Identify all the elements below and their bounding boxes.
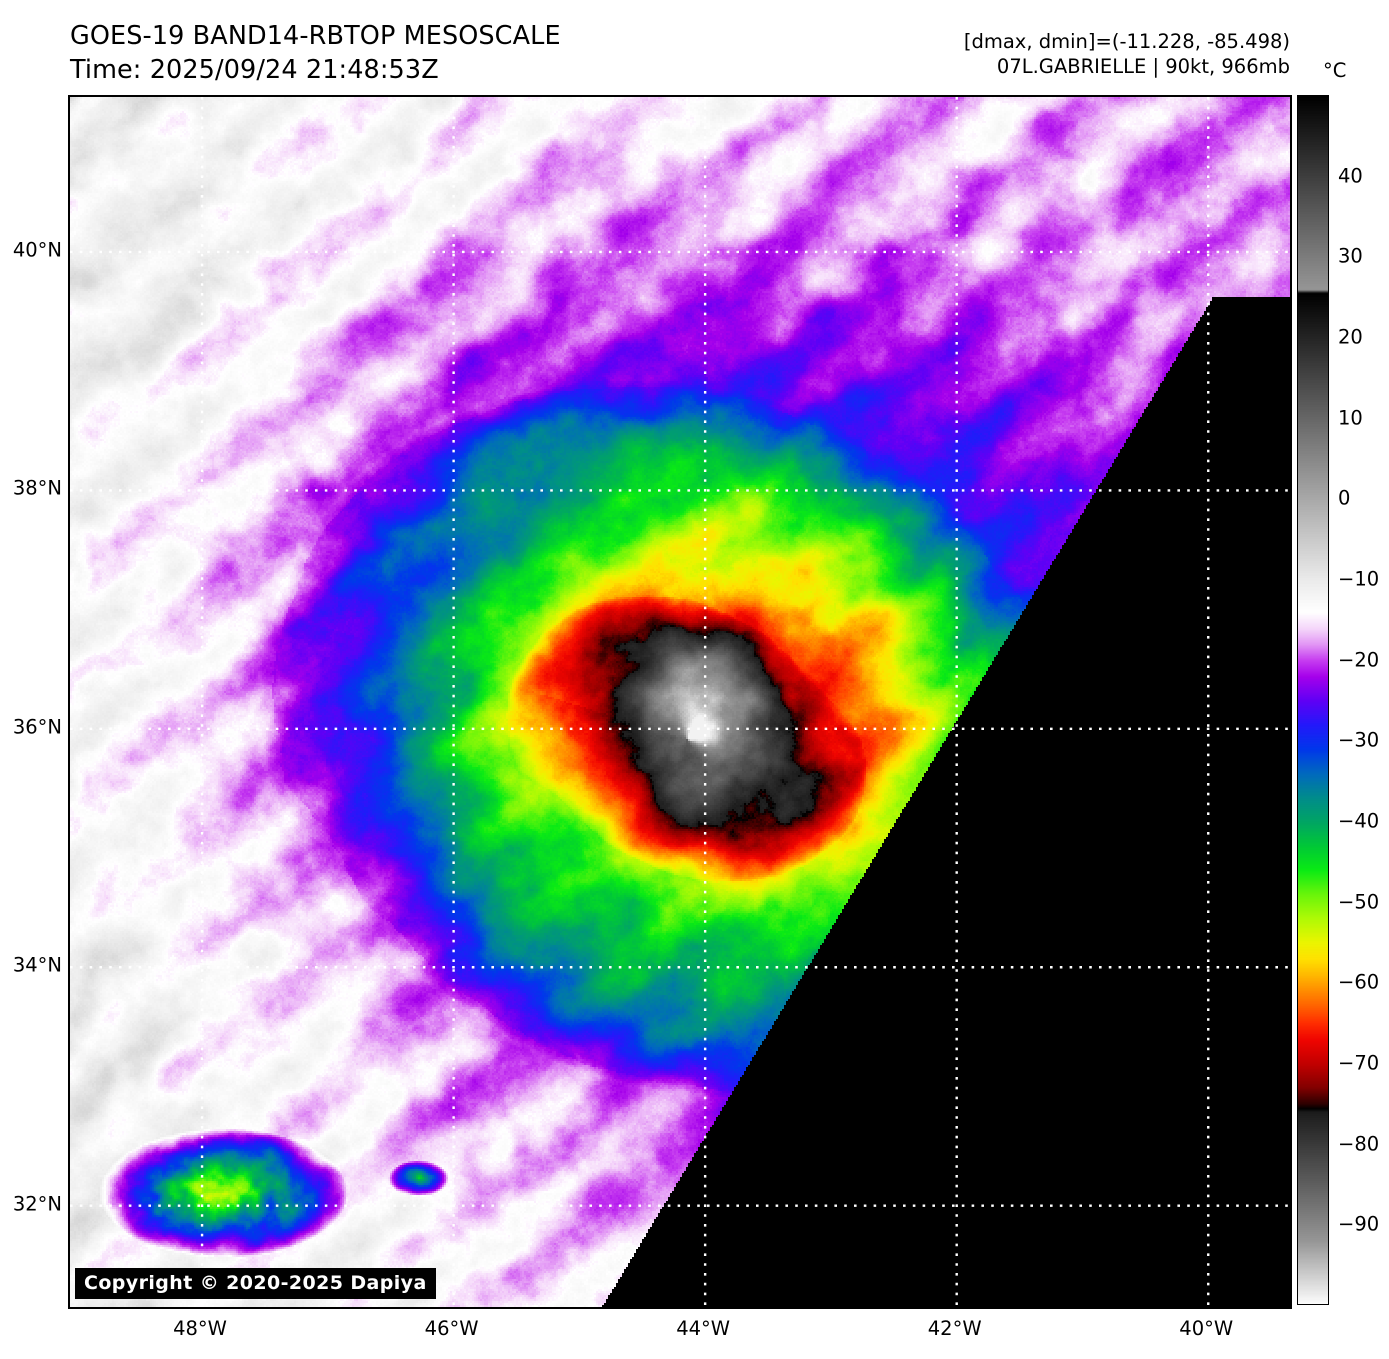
colorbar-tick-label--10: −10 [1338,567,1380,591]
page-title: GOES-19 BAND14-RBTOP MESOSCALE [70,21,561,51]
temperature-colorbar[interactable] [1297,95,1329,1305]
data-range-label: [dmax, dmin]=(-11.228, -85.498) [963,30,1290,53]
storm-info-label: 07L.GABRIELLE | 90kt, 966mb [996,55,1290,79]
colorbar-tick-label--30: −30 [1338,728,1380,752]
timestamp-label: Time: 2025/09/24 21:48:53Z [70,54,439,85]
colorbar-tick-label-10: 10 [1338,406,1363,430]
satellite-image-plot[interactable]: Copyright © 2020-2025 Dapiya [68,95,1292,1309]
colorbar-tick-label--90: −90 [1338,1212,1380,1236]
lat-tick-label-34: 34°N [12,953,62,977]
copyright-watermark: Copyright © 2020-2025 Dapiya [75,1268,436,1299]
colorbar-tick-label--20: −20 [1338,648,1380,672]
lon-tick-label-48: 48°W [173,1317,227,1340]
lat-tick-label-38: 38°N [12,476,62,500]
lon-tick-label-40: 40°W [1179,1317,1234,1340]
lat-tick-label-36: 36°N [12,715,62,739]
colorbar-tick-label-20: 20 [1338,325,1363,349]
colorbar-unit-label: °C [1323,59,1347,82]
lon-tick-label-46: 46°W [424,1317,479,1340]
header-title-block: GOES-19 BAND14-RBTOP MESOSCALE Time: 202… [70,20,561,87]
lat-tick-label-32: 32°N [12,1192,62,1216]
colorbar-tick-label--40: −40 [1338,809,1380,833]
colorbar-tick-label--80: −80 [1338,1132,1380,1156]
colorbar-tick-label--60: −60 [1338,970,1380,994]
colorbar-tick-label-40: 40 [1338,164,1363,188]
lon-tick-label-42: 42°W [927,1317,982,1340]
colorbar-tick-label--50: −50 [1338,890,1380,914]
colorbar-tick-label--70: −70 [1338,1051,1380,1075]
colorbar-tick-label-30: 30 [1338,244,1363,268]
lon-tick-label-44: 44°W [676,1317,731,1340]
lat-tick-label-40: 40°N [12,238,62,262]
colorbar-gradient [1298,96,1328,1304]
colorbar-tick-label-0: 0 [1338,486,1351,510]
header-metadata-block: [dmax, dmin]=(-11.228, -85.498) 07L.GABR… [964,29,1290,80]
satellite-infrared-imagery [70,97,1290,1307]
